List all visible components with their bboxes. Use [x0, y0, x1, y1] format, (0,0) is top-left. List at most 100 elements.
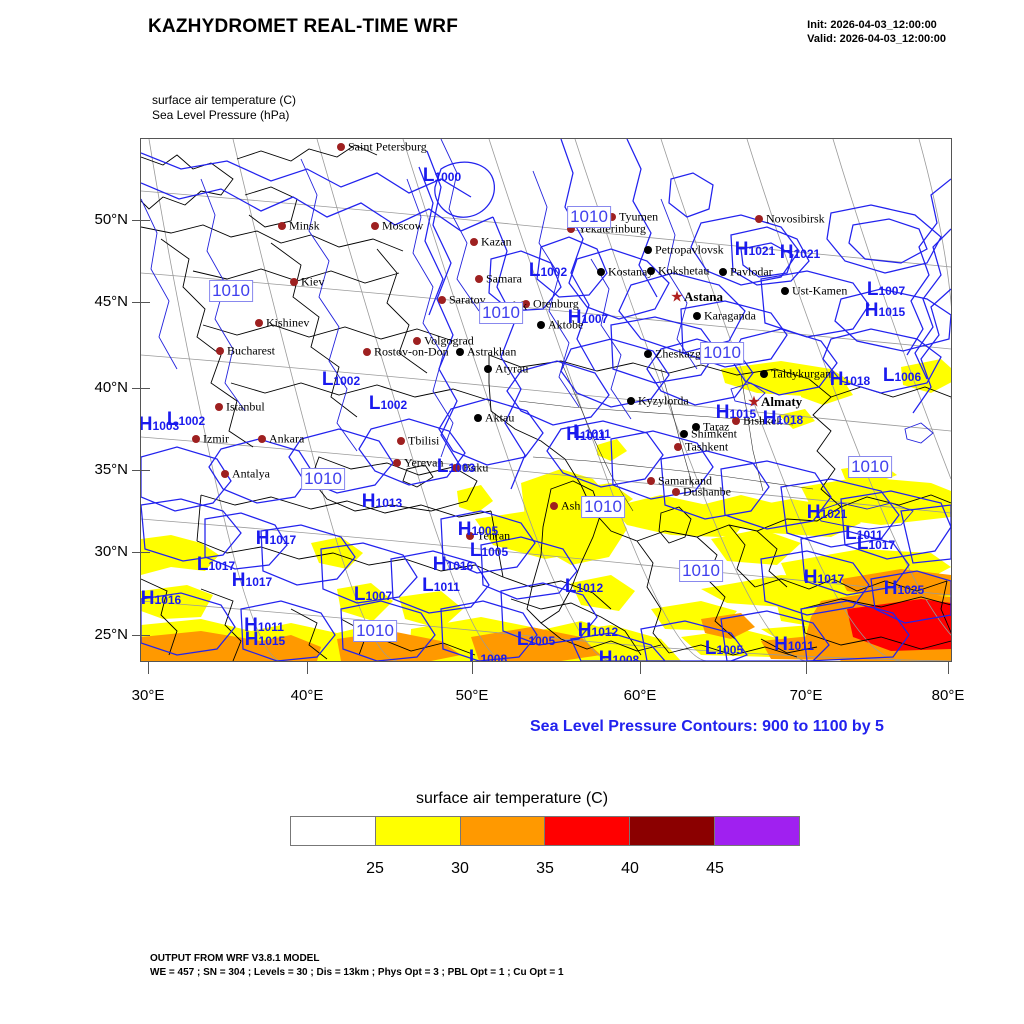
city-label-atyrau: Atyrau [495, 361, 529, 376]
lat-tick-label-25°N: 25°N [94, 626, 128, 643]
lon-tick-mark [472, 661, 473, 674]
city-dot-shimkent [680, 430, 688, 438]
field-labels: surface air temperature (C) Sea Level Pr… [152, 93, 296, 123]
city-label-izmir: Izmir [203, 431, 229, 446]
lat-tick-label-40°N: 40°N [94, 379, 128, 396]
city-label-tehran: Tehran [477, 528, 511, 543]
lat-tick-mark [132, 302, 150, 303]
pressure-center-h-1017: H1017 [231, 570, 273, 591]
page-title: KAZHYDROMET REAL-TIME WRF [148, 16, 459, 37]
pressure-center-h-1021: H1021 [779, 242, 821, 263]
city-dot-astrakhan [456, 348, 464, 356]
city-dot-petropavlovsk [644, 246, 652, 254]
city-dot-ankara [258, 435, 266, 443]
colorbar-tick-25: 25 [366, 860, 384, 877]
city-dot-ust-kamen [781, 287, 789, 295]
pressure-center-h-1016: H1016 [140, 588, 182, 609]
colorbar-swatch-4 [629, 817, 715, 845]
lon-tick-mark [948, 661, 949, 674]
pressure-center-l-1005: L1005 [704, 638, 744, 659]
pressure-center-h-1018: H1018 [762, 408, 804, 429]
colorbar-swatch-3 [544, 817, 630, 845]
pressure-center-h-1003: H1003 [140, 414, 180, 435]
city-label-bishkek: Bishkek [743, 413, 783, 428]
slp-contour-note: Sea Level Pressure Contours: 900 to 1100… [530, 718, 884, 735]
pressure-center-l-1011: L1011 [845, 523, 883, 544]
lat-tick-mark [132, 470, 150, 471]
city-label-novosibirsk: Novosibirsk [766, 211, 825, 226]
pressure-center-l-1007: L1007 [353, 584, 393, 605]
city-label-pavlodar: Pavlodar [730, 264, 773, 279]
pressure-center-h-1015: H1015 [715, 402, 757, 423]
city-dot-kostanay [597, 268, 605, 276]
pressure-center-h-1021: H1021 [806, 502, 848, 523]
city-label-istanbul: Istanbul [226, 399, 265, 414]
city-dot-novosibirsk [755, 215, 763, 223]
pressure-center-l-1000: L1000 [422, 165, 462, 186]
city-dot-istanbul [215, 403, 223, 411]
city-dot-antalya [221, 470, 229, 478]
pressure-center-h-1016: H1016 [432, 554, 474, 575]
colorbar-swatch-0 [291, 817, 375, 845]
city-dot-aktau [474, 414, 482, 422]
pressure-center-l-1005: L1005 [469, 540, 509, 561]
pressure-center-l-1008: L1008 [468, 647, 508, 662]
city-dot-taraz [692, 423, 700, 431]
city-dot-volgograd [413, 337, 421, 345]
lon-tick-label-40°E: 40°E [290, 687, 324, 704]
pressure-center-l-1007: L1007 [866, 279, 906, 300]
pressure-center-l-1017: L1017 [856, 533, 896, 554]
contour-label-1010: 1010 [301, 468, 345, 490]
city-dot-rostov-on-don [363, 348, 371, 356]
city-label-orenburg: Orenburg [533, 296, 579, 311]
pressure-center-l-1006: L1006 [882, 365, 922, 386]
city-label-aktobe: Aktobe [548, 317, 584, 332]
pressure-center-l-1002: L1002 [166, 409, 206, 430]
pressure-center-h-1021: H1021 [734, 239, 776, 260]
contour-label-1010: 1010 [700, 342, 744, 364]
lon-tick-label-80°E: 80°E [931, 687, 965, 704]
colorbar[interactable] [290, 816, 800, 846]
city-label-antalya: Antalya [232, 466, 270, 481]
colorbar-tick-40: 40 [621, 860, 639, 877]
city-dot-taldykurgan [760, 370, 768, 378]
colorbar-swatch-2 [459, 817, 545, 845]
pressure-center-l-1017: L1017 [196, 554, 236, 575]
capital-star-astana: ★ [670, 288, 684, 306]
city-dot-bucharest [216, 347, 224, 355]
pressure-center-h-1015: H1015 [244, 629, 286, 650]
pressure-center-l-1002: L1002 [321, 369, 361, 390]
lat-tick-label-45°N: 45°N [94, 293, 128, 310]
lon-tick-label-60°E: 60°E [623, 687, 657, 704]
contour-label-1010: 1010 [209, 280, 253, 302]
pressure-center-h-1007: H1007 [567, 307, 609, 328]
weather-map[interactable]: Saint Petersburg Minsk Moscow Kazan Samara Ki… [140, 138, 952, 662]
pressure-center-h-1012: H1012 [577, 620, 619, 641]
init-time: Init: 2026-04-03_12:00:00 [807, 19, 937, 31]
city-dot-aktobe [537, 321, 545, 329]
city-label-dushanbe: Dushanbe [683, 484, 731, 499]
city-label-karaganda: Karaganda [704, 308, 756, 323]
city-label-taldykurgan: Taldykurgan [771, 366, 832, 381]
city-label-kishinev: Kishinev [266, 315, 310, 330]
city-label-petropavlovsk: Petropavlovsk [655, 242, 724, 257]
city-dot-pavlodar [719, 268, 727, 276]
city-label-ankara: Ankara [269, 431, 305, 446]
pressure-center-h-1011: H1011 [774, 634, 814, 655]
city-dot-tehran [466, 532, 474, 540]
contour-label-1010: 1010 [567, 206, 611, 228]
city-dot-kiev [290, 278, 298, 286]
city-label-kyzylorda: Kyzylorda [638, 393, 689, 408]
city-dot-karaganda [693, 312, 701, 320]
city-label-samara: Samara [486, 271, 522, 286]
city-dot-saint-petersburg [337, 143, 345, 151]
city-label-shimkent: Shimkent [691, 426, 738, 441]
lat-tick-label-35°N: 35°N [94, 461, 128, 478]
city-dot-dushanbe [672, 488, 680, 496]
lon-tick-mark [806, 661, 807, 674]
city-label-saint-petersburg: Saint Petersburg [348, 139, 427, 154]
city-label-bucharest: Bucharest [227, 343, 275, 358]
contour-label-1010: 1010 [679, 560, 723, 582]
pressure-center-l-1005: L1005 [516, 629, 556, 650]
colorbar-swatch-5 [714, 817, 799, 845]
